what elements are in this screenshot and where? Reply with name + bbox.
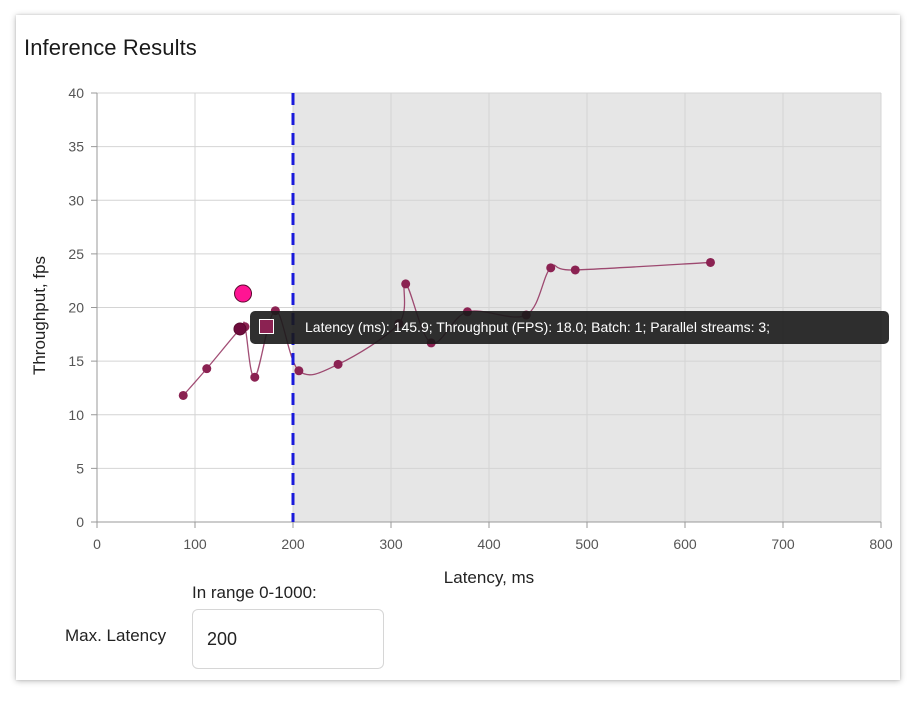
data-point [294,366,304,376]
x-axis-title: Latency, ms [444,568,534,587]
x-tick-label: 300 [379,536,403,552]
data-point [250,372,260,382]
data-point [178,390,188,400]
max-latency-input[interactable] [192,609,384,669]
x-tick-label: 400 [477,536,501,552]
data-point [570,265,580,275]
hovered-point [233,322,247,336]
y-axis-title: Throughput, fps [30,256,49,375]
x-tick-label: 500 [575,536,599,552]
data-point [202,364,212,374]
x-tick-label: 600 [673,536,697,552]
y-tick-label: 30 [68,192,84,208]
y-tick-label: 40 [68,85,84,101]
data-point [333,359,343,369]
data-point [705,257,715,267]
x-tick-label: 100 [183,536,207,552]
tooltip-color-swatch [259,319,274,334]
y-tick-label: 0 [76,514,84,530]
data-point [401,279,411,289]
y-tick-label: 20 [68,300,84,316]
highlighted-point-pink [234,284,253,303]
tooltip-text: Latency (ms): 145.9; Throughput (FPS): 1… [305,319,771,335]
x-tick-label: 700 [771,536,795,552]
y-tick-label: 15 [68,353,84,369]
y-tick-label: 35 [68,139,84,155]
x-tick-label: 800 [869,536,893,552]
card-title: Inference Results [24,35,197,60]
y-tick-label: 10 [68,407,84,423]
point-tooltip: Latency (ms): 145.9; Throughput (FPS): 1… [250,311,889,344]
x-tick-label: 200 [281,536,305,552]
data-point [546,263,556,273]
range-hint: In range 0-1000: [192,583,317,602]
y-tick-label: 5 [76,460,84,476]
max-latency-label: Max. Latency [65,626,167,645]
y-tick-label: 25 [68,246,84,262]
x-tick-label: 0 [93,536,101,552]
